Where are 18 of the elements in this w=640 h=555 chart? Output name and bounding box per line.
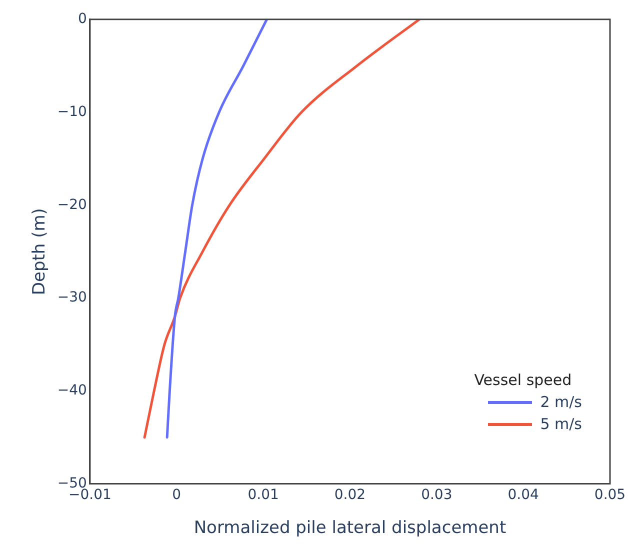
x-tick-label: 0.03 — [421, 486, 452, 503]
legend-label: 2 m/s — [540, 393, 582, 411]
x-tick-label: 0.01 — [248, 486, 279, 503]
y-tick-label: 0 — [78, 11, 87, 28]
x-axis-title: Normalized pile lateral displacement — [194, 518, 506, 538]
x-tick-label: 0.05 — [594, 486, 626, 503]
y-tick-label: −20 — [57, 196, 87, 213]
line-series — [166, 19, 268, 439]
y-tick-label: −30 — [57, 290, 87, 306]
legend-label: 5 m/s — [540, 415, 582, 433]
y-axis-title: Depth (m) — [30, 208, 50, 296]
x-tick-label: 0 — [172, 486, 182, 503]
line-series — [143, 19, 421, 439]
x-tick-label: 0.04 — [508, 486, 540, 503]
x-tick-label: 0.02 — [334, 486, 366, 503]
legend-title: Vessel speed — [474, 371, 573, 389]
y-tick-label: −10 — [57, 104, 87, 120]
y-tick-label: −40 — [57, 382, 87, 399]
